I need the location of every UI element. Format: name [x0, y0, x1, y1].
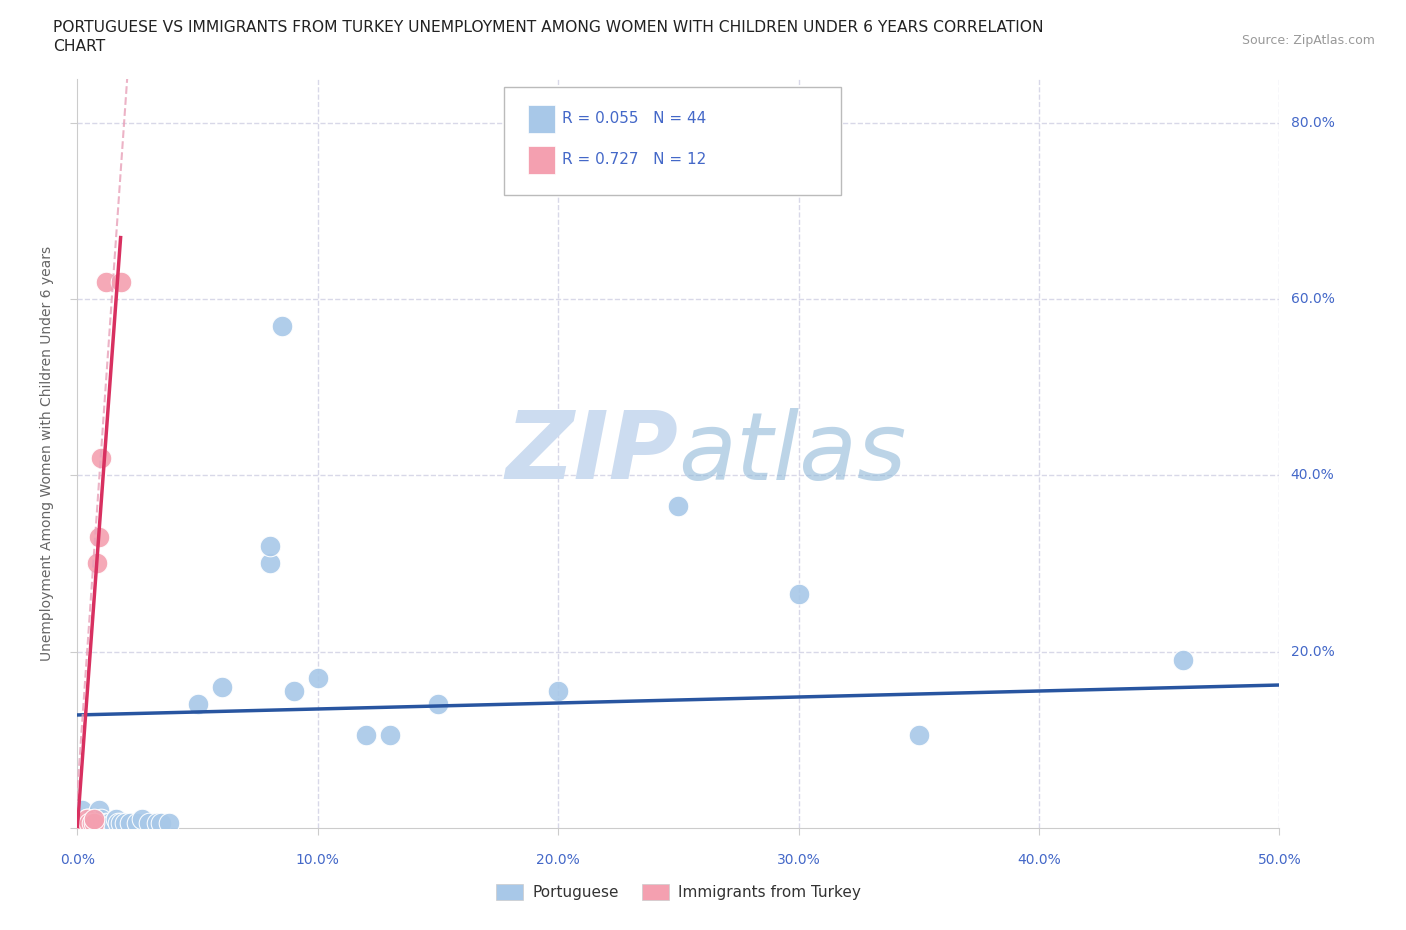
Point: [96, 816, 118, 830]
Text: 30.0%: 30.0%: [776, 853, 821, 867]
Point: [83, 816, 105, 830]
Point: [80, 816, 103, 830]
Text: 20.0%: 20.0%: [1291, 644, 1334, 658]
Point: [90, 816, 112, 830]
Point: [668, 498, 690, 513]
Point: [107, 816, 129, 830]
Point: [76, 812, 98, 827]
Point: [87, 816, 110, 830]
Point: [138, 816, 160, 830]
Point: [283, 684, 305, 698]
Point: [79, 812, 101, 827]
Y-axis label: Unemployment Among Women with Children Under 6 years: Unemployment Among Women with Children U…: [41, 246, 55, 661]
Text: CHART: CHART: [53, 39, 105, 54]
Text: R = 0.055   N = 44: R = 0.055 N = 44: [562, 112, 706, 126]
Point: [90, 812, 112, 827]
Text: 40.0%: 40.0%: [1291, 469, 1334, 483]
Point: [76, 812, 98, 827]
Bar: [529, 104, 554, 133]
Point: [70, 812, 93, 827]
Point: [547, 684, 569, 698]
Point: [211, 679, 233, 694]
Text: 0.0%: 0.0%: [60, 853, 94, 867]
Point: [83, 812, 105, 827]
Point: [908, 728, 931, 743]
Point: [114, 816, 136, 830]
Point: [131, 812, 153, 827]
Text: Source: ZipAtlas.com: Source: ZipAtlas.com: [1241, 34, 1375, 47]
Point: [110, 816, 132, 830]
Point: [378, 728, 401, 743]
Point: [104, 812, 127, 827]
Point: [120, 816, 142, 830]
Text: 10.0%: 10.0%: [295, 853, 340, 867]
Bar: [529, 146, 554, 174]
Point: [259, 556, 281, 571]
Text: ZIP: ZIP: [506, 407, 679, 499]
Text: PORTUGUESE VS IMMIGRANTS FROM TURKEY UNEMPLOYMENT AMONG WOMEN WITH CHILDREN UNDE: PORTUGUESE VS IMMIGRANTS FROM TURKEY UNE…: [53, 20, 1043, 35]
Point: [70, 816, 93, 830]
Point: [83, 812, 105, 827]
Point: [354, 728, 377, 743]
Point: [90, 450, 112, 465]
Point: [70, 803, 93, 817]
Point: [787, 587, 810, 602]
Point: [307, 671, 329, 685]
Point: [97, 816, 120, 830]
Point: [127, 816, 149, 830]
Legend: Portuguese, Immigrants from Turkey: Portuguese, Immigrants from Turkey: [489, 878, 868, 906]
FancyBboxPatch shape: [505, 86, 841, 195]
Point: [79, 816, 101, 830]
Point: [186, 697, 209, 711]
Text: 50.0%: 50.0%: [1257, 853, 1302, 867]
Point: [86, 816, 108, 830]
Text: 40.0%: 40.0%: [1017, 853, 1062, 867]
Point: [270, 318, 292, 333]
Point: [1173, 653, 1195, 668]
Point: [79, 816, 101, 830]
Point: [73, 816, 96, 830]
Text: 80.0%: 80.0%: [1291, 116, 1334, 130]
Point: [87, 529, 110, 544]
Point: [145, 816, 167, 830]
Point: [83, 816, 105, 830]
Text: 60.0%: 60.0%: [1291, 292, 1334, 306]
Point: [259, 538, 281, 553]
Point: [73, 816, 96, 830]
Point: [96, 274, 118, 289]
Point: [427, 697, 450, 711]
Point: [80, 816, 103, 830]
Text: 20.0%: 20.0%: [536, 853, 581, 867]
Text: atlas: atlas: [679, 408, 907, 498]
Point: [86, 556, 108, 571]
Point: [150, 816, 173, 830]
Point: [87, 803, 110, 817]
Point: [86, 812, 108, 827]
Point: [103, 816, 125, 830]
Point: [157, 816, 180, 830]
Point: [110, 274, 132, 289]
Text: R = 0.727   N = 12: R = 0.727 N = 12: [562, 153, 706, 167]
